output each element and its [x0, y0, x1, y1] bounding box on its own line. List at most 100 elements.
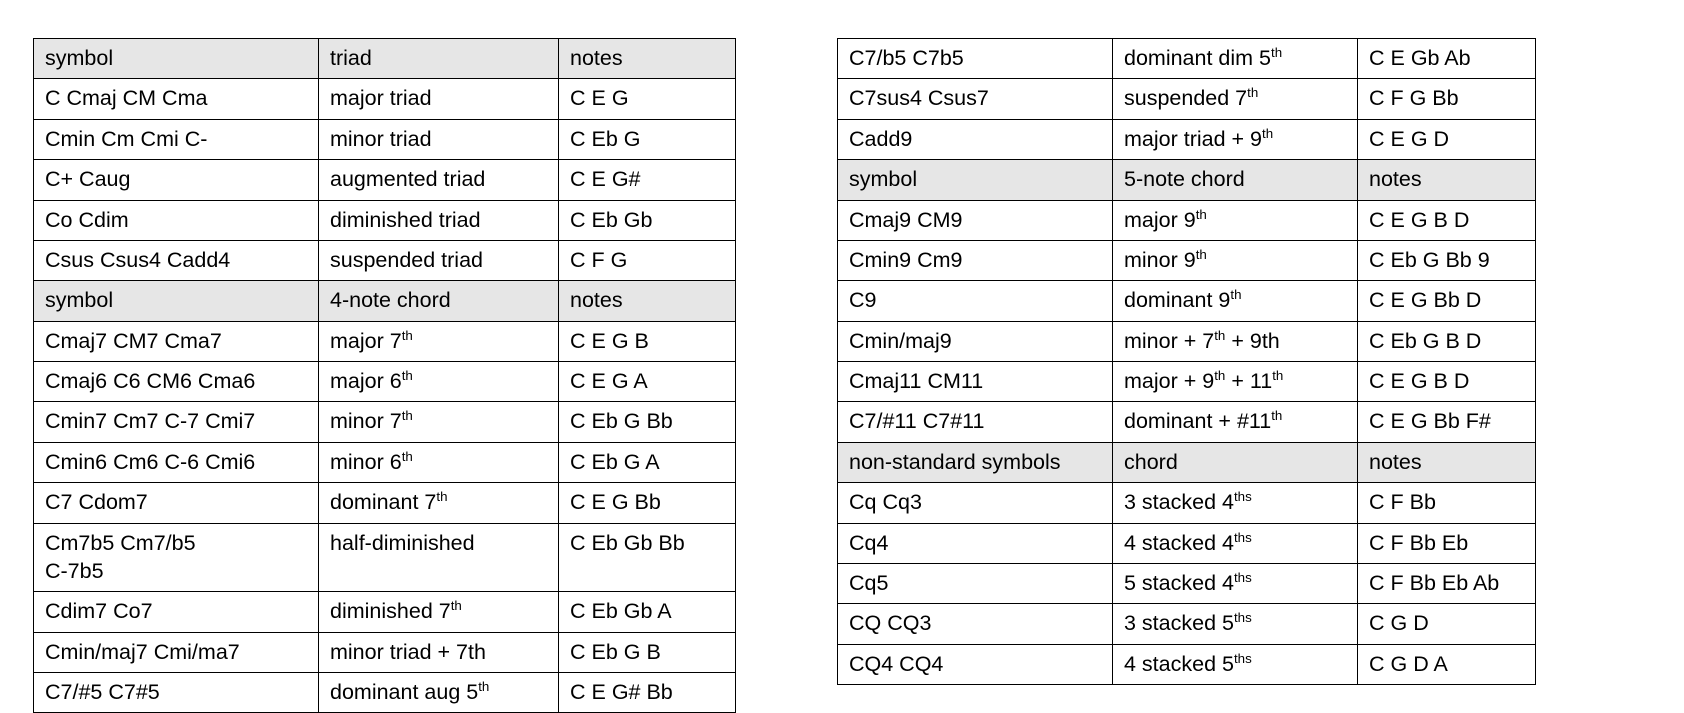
table-row: C7/#5 C7#5 dominant aug 5th C E G# Bb [33, 671, 736, 713]
table-row: Cmin/maj9 minor + 7th + 9th C Eb G B D [837, 320, 1536, 363]
cell-description: 3 stacked 5ths [1112, 603, 1358, 645]
header-cell-notes: notes [558, 280, 736, 322]
cell-notes: C Eb G Bb [558, 401, 736, 443]
table-section-header-row: symbol triad notes [33, 37, 736, 80]
table-row: C7 Cdom7 dominant 7th C E G Bb [33, 482, 736, 524]
cell-description: major triad [318, 78, 559, 120]
table-row: Cmaj6 C6 CM6 Cma6 major 6th C E G A [33, 360, 736, 403]
cell-description: dominant + #11th [1112, 401, 1358, 443]
cell-symbol: Cmin7 Cm7 C-7 Cmi7 [33, 401, 319, 443]
table-row: Cmaj7 CM7 Cma7 major 7th C E G B [33, 320, 736, 363]
cell-symbol: CQ CQ3 [837, 603, 1113, 645]
cell-symbol: Cmin Cm Cmi C- [33, 118, 319, 161]
cell-symbol: Cmaj9 CM9 [837, 199, 1113, 241]
header-cell-symbol: symbol [33, 280, 319, 322]
table-row: CQ4 CQ4 4 stacked 5ths C G D A [837, 643, 1536, 686]
table-row: Cmin9 Cm9 minor 9th C Eb G Bb 9 [837, 239, 1536, 282]
cell-notes: C Eb G Bb 9 [1357, 239, 1536, 282]
table-section-header-row: symbol 4-note chord notes [33, 280, 736, 322]
cell-notes: C Eb Gb A [558, 591, 736, 633]
cell-notes: C E G D [1357, 118, 1536, 161]
cell-symbol: Cdim7 Co7 [33, 591, 319, 633]
cell-description: diminished 7th [318, 591, 559, 633]
cell-description: dominant aug 5th [318, 671, 559, 713]
cell-description: dominant dim 5th [1112, 37, 1358, 80]
cell-description: minor 7th [318, 401, 559, 443]
table-row: Cm7b5 Cm7/b5 C-7b5 half-diminished C Eb Gb … [33, 522, 736, 593]
header-cell-notes: notes [558, 37, 736, 80]
table-row: C7/#11 C7#11 dominant + #11th C E G Bb F# [837, 401, 1536, 443]
cell-symbol: C+ Caug [33, 159, 319, 201]
cell-symbol: Cmaj7 CM7 Cma7 [33, 320, 319, 363]
cell-symbol: C9 [837, 280, 1113, 322]
cell-description: minor + 7th + 9th [1112, 320, 1358, 363]
cell-description: suspended triad [318, 239, 559, 282]
table-row: C+ Caug augmented triad C E G# [33, 159, 736, 201]
cell-description: dominant 9th [1112, 280, 1358, 322]
cell-symbol: C7/#5 C7#5 [33, 671, 319, 713]
cell-symbol: C Cmaj CM Cma [33, 78, 319, 120]
cell-notes: C Eb G [558, 118, 736, 161]
cell-notes: C F G [558, 239, 736, 282]
cell-description: major 6th [318, 360, 559, 403]
table-row: C Cmaj CM Cma major triad C E G [33, 78, 736, 120]
cell-description: 4 stacked 5ths [1112, 643, 1358, 686]
cell-description: minor triad + 7th [318, 631, 559, 674]
cell-symbol: C7/b5 C7b5 [837, 37, 1113, 80]
table-row: Cmaj11 CM11 major + 9th + 11th C E G B D [837, 360, 1536, 403]
header-cell-description: chord [1112, 441, 1358, 484]
cell-notes: C E Gb Ab [1357, 37, 1536, 80]
cell-notes: C F Bb [1357, 482, 1536, 524]
chord-table-right: C7/b5 C7b5 dominant dim 5th C E Gb Ab C7sus… [837, 37, 1536, 686]
header-cell-symbol: symbol [33, 37, 319, 80]
cell-symbol: Cmin9 Cm9 [837, 239, 1113, 282]
table-row: C7/b5 C7b5 dominant dim 5th C E Gb Ab [837, 37, 1536, 80]
chord-table-right-body: C7/b5 C7b5 dominant dim 5th C E Gb Ab C7sus… [837, 37, 1536, 686]
table-row: C9 dominant 9th C E G Bb D [837, 280, 1536, 322]
table-row: Cdim7 Co7 diminished 7th C Eb Gb A [33, 591, 736, 633]
table-row: Cmin/maj7 Cmi/ma7 minor triad + 7th C Eb G… [33, 631, 736, 674]
cell-symbol: Cmaj11 CM11 [837, 360, 1113, 403]
header-cell-notes: notes [1357, 441, 1536, 484]
header-cell-description: triad [318, 37, 559, 80]
cell-description: major triad + 9th [1112, 118, 1358, 161]
cell-description: 4 stacked 4ths [1112, 522, 1358, 564]
table-row: Cadd9 major triad + 9th C E G D [837, 118, 1536, 161]
cell-symbol: Cq Cq3 [837, 482, 1113, 524]
cell-symbol: C7sus4 Csus7 [837, 78, 1113, 120]
cell-notes: C Eb Gb Bb [558, 522, 736, 593]
cell-notes: C F Bb Eb [1357, 522, 1536, 564]
cell-notes: C F Bb Eb Ab [1357, 562, 1536, 605]
cell-description: minor 6th [318, 441, 559, 484]
cell-symbol: C7/#11 C7#11 [837, 401, 1113, 443]
table-row: Cq Cq3 3 stacked 4ths C F Bb [837, 482, 1536, 524]
table-row: Cq4 4 stacked 4ths C F Bb Eb [837, 522, 1536, 564]
cell-notes: C G D [1357, 603, 1536, 645]
cell-description: dominant 7th [318, 482, 559, 524]
cell-description: 3 stacked 4ths [1112, 482, 1358, 524]
cell-notes: C E G# [558, 159, 736, 201]
cell-notes: C Eb G B D [1357, 320, 1536, 363]
cell-symbol: Cmaj6 C6 CM6 Cma6 [33, 360, 319, 403]
cell-symbol: Cmin6 Cm6 C-6 Cmi6 [33, 441, 319, 484]
cell-notes: C E G B D [1357, 360, 1536, 403]
table-row: Cmin Cm Cmi C-minor triad C Eb G [33, 118, 736, 161]
cell-symbol: Cmin/maj9 [837, 320, 1113, 363]
cell-notes: C E G B [558, 320, 736, 363]
table-row: Cmin7 Cm7 C-7 Cmi7 minor 7th C Eb G Bb [33, 401, 736, 443]
cell-symbol: Cadd9 [837, 118, 1113, 161]
cell-description: diminished triad [318, 199, 559, 241]
table-row: Csus Csus4 Cadd4 suspended triad C F G [33, 239, 736, 282]
header-cell-symbol: non-standard symbols [837, 441, 1113, 484]
header-cell-notes: notes [1357, 159, 1536, 201]
cell-notes: C E G [558, 78, 736, 120]
table-section-header-row: symbol 5-note chord notes [837, 159, 1536, 201]
table-row: Cq5 5 stacked 4ths C F Bb Eb Ab [837, 562, 1536, 605]
header-cell-symbol: symbol [837, 159, 1113, 201]
chord-table-left-body: symbol triad notes C Cmaj CM Cma major triad… [33, 37, 736, 713]
cell-symbol: C7 Cdom7 [33, 482, 319, 524]
table-row: Co Cdim diminished triad C Eb Gb [33, 199, 736, 241]
cell-description: major 9th [1112, 199, 1358, 241]
cell-symbol: Cq4 [837, 522, 1113, 564]
